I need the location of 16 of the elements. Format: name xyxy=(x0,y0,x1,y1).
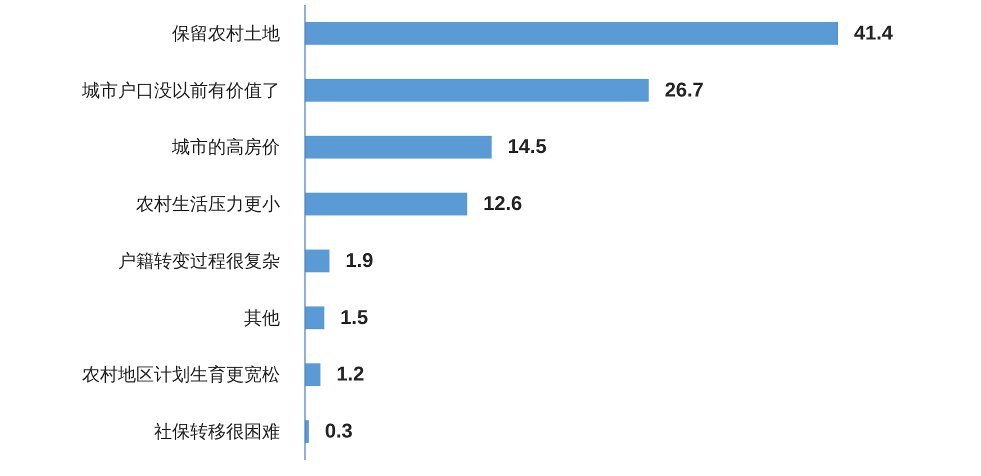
y-tick-label: 农村地区计划生育更宽松 xyxy=(82,364,280,385)
data-label: 1.5 xyxy=(340,306,368,329)
y-tick-label: 保留农村土地 xyxy=(172,23,280,44)
y-tick-label: 城市的高房价 xyxy=(171,137,280,158)
data-label: 14.5 xyxy=(508,136,547,158)
y-tick-label: 其他 xyxy=(244,308,280,328)
data-label: 0.3 xyxy=(324,420,353,443)
y-tick-label: 户籍转变过程很复杂 xyxy=(118,250,280,271)
y-tick-label: 城市户口没以前有价值了 xyxy=(81,80,280,100)
data-label: 1.2 xyxy=(336,364,364,386)
data-label: 26.7 xyxy=(664,79,704,102)
y-tick-label: 社保转移很困难 xyxy=(154,422,280,442)
y-tick-label: 农村生活压力更小 xyxy=(136,194,280,214)
data-label: 12.6 xyxy=(483,193,522,216)
data-label: 41.4 xyxy=(854,22,894,44)
data-label: 1.9 xyxy=(345,250,374,272)
